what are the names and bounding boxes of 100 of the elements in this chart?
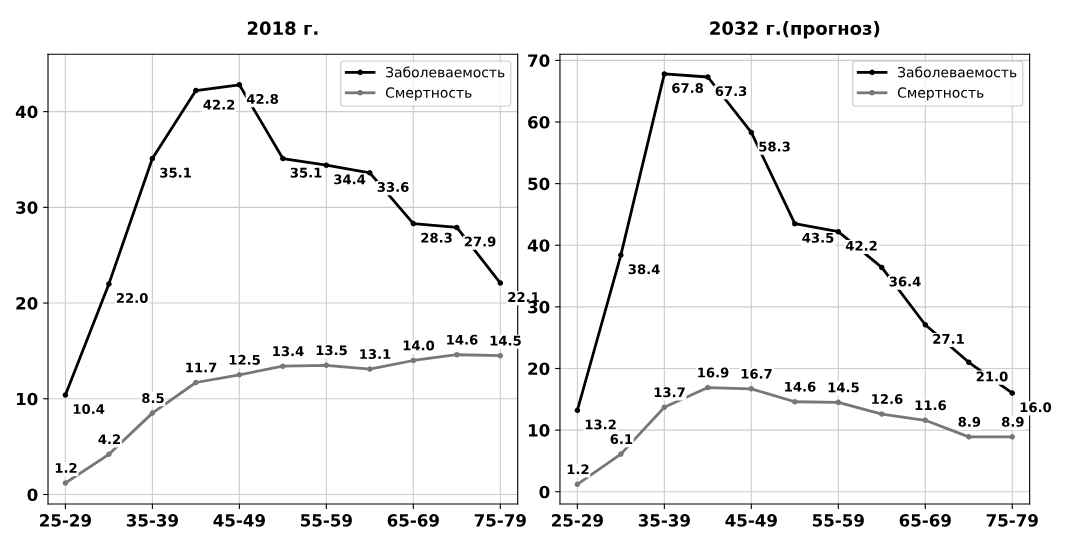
chart-title: 2018 г. (247, 21, 318, 36)
point (367, 366, 373, 372)
data-label: 34.4 (334, 174, 366, 185)
point (748, 129, 755, 136)
y-tick-label: 30 (528, 300, 550, 314)
point (106, 281, 112, 287)
point (661, 404, 668, 411)
data-label: 43.5 (802, 232, 834, 243)
y-tick-label: 20 (16, 297, 38, 310)
point (149, 155, 156, 162)
point (792, 398, 798, 405)
point (618, 252, 624, 258)
data-label: 13.7 (654, 387, 685, 398)
point (792, 220, 798, 227)
point (922, 321, 929, 328)
data-label: 1.2 (567, 464, 589, 475)
point (497, 280, 504, 286)
data-label: 22.1 (508, 292, 539, 302)
data-label: 13.4 (273, 346, 304, 357)
data-label: 12.6 (872, 394, 903, 405)
point (835, 228, 842, 235)
data-label: 27.9 (464, 236, 496, 247)
point (922, 417, 929, 424)
point (280, 363, 286, 370)
data-label: 13.1 (360, 349, 391, 360)
point (965, 434, 972, 440)
point (705, 74, 711, 80)
data-label: 42.2 (203, 99, 235, 110)
y-tick-label: 40 (527, 239, 550, 252)
legend-label: Заболеваемость (386, 66, 505, 78)
point (367, 170, 373, 176)
x-tick-label: 35-39 (638, 514, 690, 527)
legend-label: Смертность (897, 87, 984, 101)
data-label: 58.3 (759, 141, 790, 152)
data-label: 11.6 (915, 400, 947, 411)
data-label: 33.6 (377, 182, 409, 192)
data-label: 35.1 (160, 167, 191, 178)
x-tick-label: 35-39 (126, 514, 178, 527)
y-tick-label: 10 (16, 392, 38, 406)
data-label: 28.3 (421, 232, 452, 243)
point (618, 451, 624, 457)
data-label: 42.8 (246, 93, 279, 104)
point (574, 407, 581, 414)
data-label: 14.5 (490, 335, 521, 346)
point (193, 379, 199, 386)
point (410, 357, 417, 364)
data-label: 14.5 (828, 382, 859, 393)
data-label: 21.0 (976, 371, 1008, 382)
point (835, 399, 842, 406)
point (62, 480, 69, 486)
point (323, 362, 330, 369)
x-tick-label: 55-59 (300, 514, 352, 527)
point (965, 359, 972, 366)
data-label: 14.6 (447, 334, 478, 345)
data-label: 1.2 (55, 462, 77, 473)
data-label: 67.8 (672, 83, 704, 94)
point (879, 264, 885, 271)
data-label: 8.5 (142, 393, 164, 404)
point (323, 162, 330, 169)
data-label: 11.7 (186, 362, 217, 373)
point (193, 87, 199, 94)
point (236, 82, 243, 88)
x-tick-label: 75-79 (474, 514, 526, 527)
data-label: 8.9 (1001, 416, 1024, 427)
y-tick-label: 0 (539, 485, 550, 499)
data-label: 16.7 (741, 368, 772, 379)
data-label: 36.4 (889, 276, 921, 287)
x-tick-label: 25-29 (40, 514, 91, 527)
x-tick-label: 25-29 (552, 514, 603, 527)
point (454, 351, 460, 358)
point (1009, 390, 1016, 396)
y-tick-label: 60 (528, 115, 550, 129)
point (454, 224, 460, 231)
chart-title: 2032 г.(прогноз) (710, 21, 880, 39)
point (748, 386, 755, 392)
data-label: 38.4 (628, 264, 660, 275)
data-label: 27.1 (933, 333, 964, 344)
point (1009, 434, 1016, 440)
data-label: 35.1 (290, 167, 322, 178)
point (705, 384, 711, 391)
y-tick-label: 10 (528, 424, 550, 437)
x-tick-label: 45-49 (213, 514, 265, 527)
x-tick-label: 45-49 (725, 514, 777, 527)
x-tick-label: 65-69 (387, 514, 439, 527)
data-label: 13.5 (316, 345, 347, 356)
point (879, 411, 885, 417)
legend-label: Смертность (385, 87, 472, 101)
y-tick-label: 0 (27, 488, 38, 502)
data-label: 16.9 (698, 367, 729, 378)
y-tick-label: 50 (528, 177, 550, 191)
data-label: 10.4 (73, 404, 105, 415)
x-tick-label: 55-59 (812, 514, 864, 527)
point (62, 392, 69, 398)
data-label: 22.0 (116, 293, 148, 304)
point (280, 155, 286, 162)
data-label: 14.6 (785, 381, 816, 392)
data-label: 8.9 (958, 416, 981, 427)
point (106, 451, 112, 458)
point (410, 220, 417, 227)
y-tick-label: 30 (16, 201, 38, 214)
